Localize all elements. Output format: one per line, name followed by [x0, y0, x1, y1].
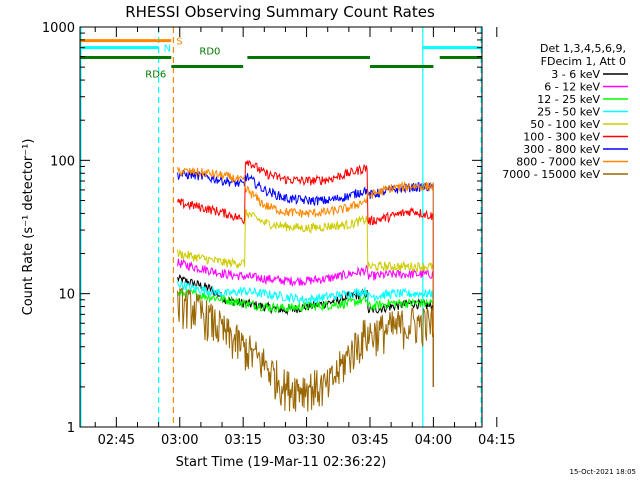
legend-label: 25 - 50 keV [537, 106, 600, 119]
plot-frame [79, 26, 483, 428]
generation-timestamp: 15-Oct-2021 18:05 [570, 468, 636, 476]
series-line [177, 159, 434, 387]
legend-label: 800 - 7000 keV [516, 156, 600, 169]
state-bar-label: RD6 [145, 70, 166, 81]
legend-label: 6 - 12 keV [544, 81, 600, 94]
y-tick-label: 10 [58, 288, 75, 303]
legend-label: 100 - 300 keV [523, 131, 600, 144]
series-line [177, 280, 434, 387]
y-axis: 1 10 100 1000 [42, 21, 482, 436]
x-tick-label: 04:15 [478, 433, 515, 448]
chart-title: RHESSI Observing Summary Count Rates [125, 3, 435, 21]
x-axis-label: Start Time (19-Mar-11 02:36:22) [176, 455, 387, 470]
legend-header-line-2: FDecim 1, Att 0 [541, 55, 626, 68]
state-bar-label: RD0 [199, 47, 220, 58]
plot-lines [80, 27, 482, 427]
series-line [177, 258, 434, 387]
y-tick-label: 1 [67, 421, 75, 436]
legend-label: 7000 - 15000 keV [502, 168, 600, 181]
y-tick-label: 100 [50, 154, 75, 169]
x-tick-label: 04:00 [415, 433, 452, 448]
legend-label: 12 - 25 keV [537, 93, 600, 106]
x-tick-label: 03:00 [161, 433, 198, 448]
x-axis: 02:45 03:00 03:15 03:30 03:45 04:00 04:15 [94, 27, 516, 448]
state-bar-label: N [164, 44, 171, 55]
series-line [177, 288, 434, 387]
x-tick-label: 03:15 [224, 433, 261, 448]
y-axis-label: Count Rate (s⁻¹ detector⁻¹) [21, 139, 36, 316]
series-line [177, 209, 434, 387]
legend-label: 50 - 100 keV [530, 118, 600, 131]
legend-label: 3 - 6 keV [551, 68, 600, 81]
legend-label: 300 - 800 keV [523, 143, 600, 156]
x-tick-label: 03:45 [351, 433, 388, 448]
x-tick-label: 02:45 [98, 433, 135, 448]
series-line [177, 287, 434, 412]
legend: Det 1,3,4,5,6,9, FDecim 1, Att 0 3 - 6 k… [502, 42, 628, 181]
x-tick-label: 03:30 [288, 433, 325, 448]
series-line [177, 166, 434, 387]
series-group [177, 159, 434, 412]
legend-header-line-1: Det 1,3,4,5,6,9, [540, 42, 626, 55]
state-bars: SN RD0 RD6 [80, 37, 482, 81]
y-tick-label: 1000 [42, 21, 75, 36]
state-bar-label: S [176, 37, 182, 48]
